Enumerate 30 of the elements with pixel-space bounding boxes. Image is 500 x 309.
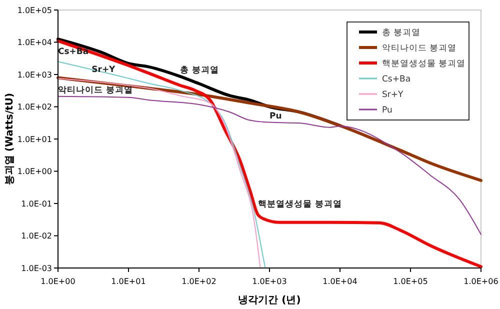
y-tick-label: 1.0E+00 [17,167,52,176]
legend-label: 핵분열생성물 붕괴열 [382,58,466,69]
legend-label: 악티나이드 붕괴열 [382,43,457,54]
x-tick-label: 1.0E+01 [111,277,146,286]
legend-label: Cs+Ba [382,74,411,84]
annotation: 핵분열생성물 붕괴열 [258,200,342,210]
legend-label: Pu [382,105,392,116]
annotation: Sr+Y [92,64,116,75]
x-axis-title: 냉각기간 (년) [238,295,301,306]
y-tick-label: 1.0E+03 [17,70,52,80]
legend-label: 총 붕괴열 [382,28,421,38]
x-tick-label: 1.0E+05 [393,277,428,286]
annotation: 악티나이드 붕괴열 [58,85,133,96]
annotation: Cs+Ba [58,47,89,58]
x-tick-label: 1.0E+06 [464,277,498,286]
annotation: Pu [270,111,282,122]
x-tick-label: 1.0E+03 [252,277,287,286]
y-tick-label: 1.0E-03 [21,264,52,273]
annotation: 총 붕괴열 [180,65,220,76]
y-axis-title: 붕괴열 (Watts/tU) [4,92,16,186]
y-tick-label: 1.0E-01 [21,199,52,208]
legend-label: Sr+Y [382,90,404,100]
y-tick-label: 1.0E-02 [21,232,52,241]
y-tick-label: 1.0E+02 [17,102,52,112]
x-tick-label: 1.0E+02 [182,277,216,286]
x-tick-label: 1.0E+04 [322,277,358,286]
y-tick-label: 1.0E+05 [17,6,52,15]
y-tick-label: 1.0E+04 [17,38,52,48]
x-tick-label: 1.0E+00 [40,277,76,286]
y-tick-label: 1.0E+01 [17,134,52,144]
